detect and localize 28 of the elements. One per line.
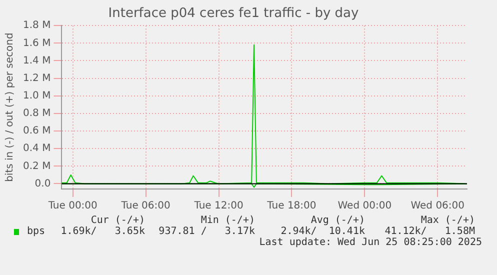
text: 2.94k/ 10.41k: [280, 226, 365, 237]
x-tick-label: Wed 00:00: [338, 200, 392, 212]
x-tick-label: Tue 00:00: [47, 200, 98, 212]
text: 1.69k/ 3.65k: [60, 226, 145, 237]
y-tick-label: 0.2 M: [22, 160, 51, 172]
y-tick-label: 1.8 M: [22, 20, 51, 32]
x-tick-label: Wed 06:00: [410, 200, 465, 212]
text: Last update: Wed Jun 25 08:25:00 2025: [258, 237, 483, 248]
text: Min (-/+): [200, 215, 255, 226]
y-tick-label: 1.0 M: [22, 90, 51, 102]
chart-title: Interface p04 ceres fe1 traffic - by day: [108, 6, 360, 22]
y-tick-label: 1.4 M: [22, 55, 51, 66]
text: 937.81 / 3.17k: [158, 226, 255, 237]
y-axis-title: bits in (-) / out (+) per second: [4, 32, 16, 182]
text: Cur (-/+): [90, 215, 145, 226]
y-tick-label: 0.4 M: [22, 143, 51, 154]
y-tick-label: 0.6 M: [22, 126, 51, 137]
x-tick-label: Tue 12:00: [193, 200, 244, 212]
y-tick-label: 1.6 M: [22, 38, 51, 49]
text: Max (-/+): [420, 215, 475, 226]
text: Avg (-/+): [310, 215, 365, 226]
y-tick-label: 0.8 M: [22, 108, 51, 120]
text: 41.12k/ 1.58M: [384, 226, 475, 237]
x-tick-label: Tue 06:00: [120, 200, 170, 212]
y-tick-label: 0.0: [34, 178, 51, 190]
y-tick-label: 1.2 M: [22, 72, 51, 84]
legend-label: bps: [26, 226, 45, 237]
x-tick-label: Tue 18:00: [266, 200, 316, 212]
